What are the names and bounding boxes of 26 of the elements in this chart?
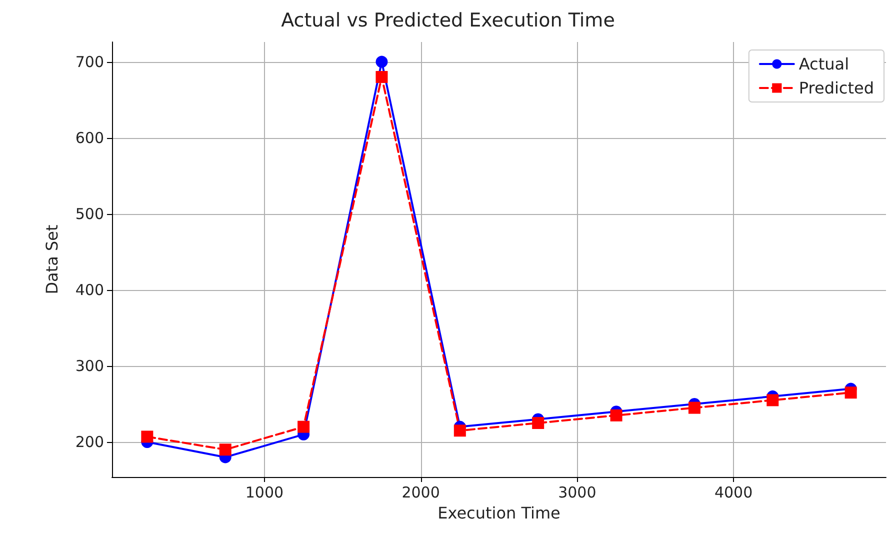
- y-tick-label: 500: [75, 204, 104, 223]
- y-tick-label: 400: [75, 280, 104, 299]
- y-tick-label: 300: [75, 356, 104, 375]
- y-axis-title: Data Set: [42, 224, 62, 294]
- point: [376, 56, 388, 68]
- legend-label: Actual: [798, 54, 850, 74]
- y-tick-label: 200: [75, 433, 104, 452]
- point: [532, 417, 544, 430]
- x-tick-label: 1000: [245, 484, 284, 502]
- point: [141, 430, 154, 443]
- point: [376, 70, 388, 83]
- legend-label: Predicted: [798, 78, 874, 98]
- chart-title: Actual vs Predicted Execution Time: [281, 10, 615, 32]
- point: [688, 402, 700, 414]
- x-tick-label: 3000: [558, 484, 596, 502]
- y-tick-label: 700: [75, 52, 104, 71]
- x-tick-label: 4000: [714, 484, 753, 502]
- point: [844, 386, 857, 399]
- point: [454, 424, 466, 437]
- point: [610, 409, 622, 422]
- x-tick-label: 2000: [402, 484, 440, 502]
- x-axis-title: Execution Time: [438, 504, 560, 522]
- point: [766, 394, 779, 406]
- point: [219, 444, 232, 456]
- point: [298, 420, 310, 433]
- y-tick-label: 600: [75, 128, 104, 147]
